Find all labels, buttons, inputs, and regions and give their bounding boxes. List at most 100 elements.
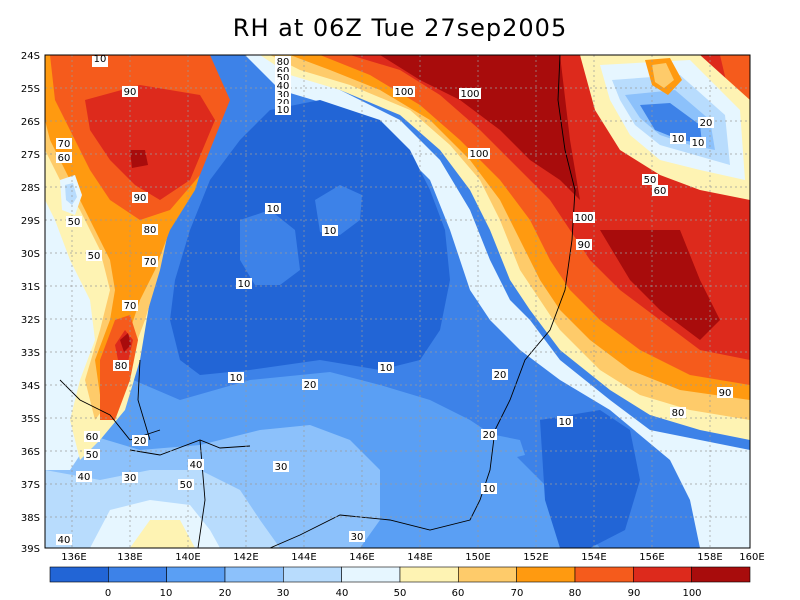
lon-label: 160E [739, 552, 764, 563]
svg-text:90: 90 [719, 388, 732, 399]
colorbar-swatch [574, 566, 634, 583]
plot-frame [44, 54, 751, 549]
contour-label: 10 [275, 104, 291, 116]
contour-label: 40 [275, 80, 291, 92]
contour-label: 30 [122, 472, 138, 484]
contour-label: 10 [265, 203, 281, 215]
contour-label: 70 [122, 300, 138, 312]
lat-label: 27S [21, 150, 40, 161]
colorbar-label: 20 [219, 588, 232, 599]
contour-label: 40 [188, 459, 204, 471]
lon-label: 138E [117, 552, 142, 563]
contour-label: 30 [349, 531, 365, 543]
svg-text:40: 40 [58, 535, 71, 546]
contour-label: 10 [481, 483, 497, 495]
colorbar-label: 90 [628, 588, 641, 599]
svg-text:100: 100 [460, 89, 479, 100]
contour-label: 10 [322, 225, 338, 237]
contour-label: 100 [393, 86, 415, 98]
svg-text:10: 10 [230, 373, 243, 384]
svg-text:60: 60 [86, 432, 99, 443]
svg-text:100: 100 [394, 87, 413, 98]
colorbar-labels: 0 10 20 30 40 50 60 70 80 90 100 [105, 588, 702, 599]
contour-label: 10 [236, 278, 252, 290]
svg-text:20: 20 [277, 98, 290, 109]
colorbar-swatch [458, 566, 517, 583]
svg-text:50: 50 [86, 450, 99, 461]
svg-text:30: 30 [124, 473, 137, 484]
contour-label: 70 [142, 256, 158, 268]
contour-label: 80 [113, 360, 129, 372]
contour-label: 80 [670, 407, 686, 419]
lat-label: 29S [21, 216, 40, 227]
svg-text:10: 10 [238, 279, 251, 290]
lat-label: 37S [21, 480, 40, 491]
colorbar-label: 70 [511, 588, 524, 599]
contour-label: 90 [576, 239, 592, 251]
colorbar-label: 80 [569, 588, 582, 599]
lon-label: 144E [291, 552, 316, 563]
svg-text:100: 100 [574, 213, 593, 224]
colorbar-label: 50 [394, 588, 407, 599]
lat-axis-labels: 24S 25S 26S 27S 28S 29S 30S 31S 32S 33S … [21, 51, 40, 555]
contour-label: 100 [468, 148, 490, 160]
contour-label: 90 [132, 192, 148, 204]
contour-label: 50 [178, 479, 194, 491]
contour-label: 70 [56, 138, 72, 150]
contour-label: 20 [492, 369, 508, 381]
lon-axis-labels: 136E 138E 140E 142E 144E 146E 148E 150E … [61, 552, 764, 563]
lat-label: 36S [21, 447, 40, 458]
contour-label: 50 [275, 72, 291, 84]
svg-text:80: 80 [277, 57, 290, 68]
lat-label: 33S [21, 348, 40, 359]
contour-label: 10 [92, 54, 108, 67]
lat-label: 35S [21, 414, 40, 425]
svg-text:80: 80 [144, 225, 157, 236]
lat-label: 32S [21, 315, 40, 326]
colorbar-label: 0 [105, 588, 111, 599]
colorbar [49, 566, 751, 583]
contour-labels: 90 90 80 70 60 50 50 70 70 80 60 50 40 3… [56, 54, 733, 546]
lon-label: 136E [61, 552, 86, 563]
colorbar-swatch [633, 566, 692, 583]
svg-text:50: 50 [644, 175, 657, 186]
svg-text:50: 50 [68, 217, 81, 228]
lat-label: 25S [21, 84, 40, 95]
svg-text:10: 10 [324, 226, 337, 237]
lat-label: 38S [21, 513, 40, 524]
colorbar-swatch [166, 566, 226, 583]
contour-label: 80 [142, 224, 158, 236]
svg-text:90: 90 [124, 87, 137, 98]
contour-label: 20 [132, 435, 148, 447]
contour-label: 40 [76, 471, 92, 483]
svg-text:50: 50 [277, 73, 290, 84]
colorbar-swatch [49, 566, 109, 583]
colorbar-swatch [341, 566, 401, 583]
contour-label: 100 [459, 88, 481, 100]
contour-label: 60 [84, 431, 100, 443]
svg-text:90: 90 [134, 193, 147, 204]
svg-text:50: 50 [180, 480, 193, 491]
lon-label: 146E [349, 552, 374, 563]
lon-label: 156E [639, 552, 664, 563]
contour-label: 10 [690, 137, 706, 149]
svg-text:50: 50 [88, 251, 101, 262]
colorbar-swatch [224, 566, 284, 583]
svg-text:10: 10 [483, 484, 496, 495]
svg-text:10: 10 [380, 363, 393, 374]
svg-text:30: 30 [275, 462, 288, 473]
contour-label: 20 [302, 379, 318, 391]
lon-label: 154E [581, 552, 606, 563]
contour-label: 90 [717, 387, 733, 399]
lat-label: 26S [21, 117, 40, 128]
colorbar-label: 100 [682, 588, 701, 599]
svg-text:60: 60 [58, 153, 71, 164]
contour-label: 60 [652, 185, 668, 197]
svg-text:80: 80 [115, 361, 128, 372]
lat-label: 31S [21, 282, 40, 293]
contour-label: 30 [275, 89, 291, 101]
contour-label: 20 [275, 97, 291, 109]
contour-label: 10 [378, 362, 394, 374]
svg-text:10: 10 [672, 134, 685, 145]
contour-label: 30 [273, 461, 289, 473]
